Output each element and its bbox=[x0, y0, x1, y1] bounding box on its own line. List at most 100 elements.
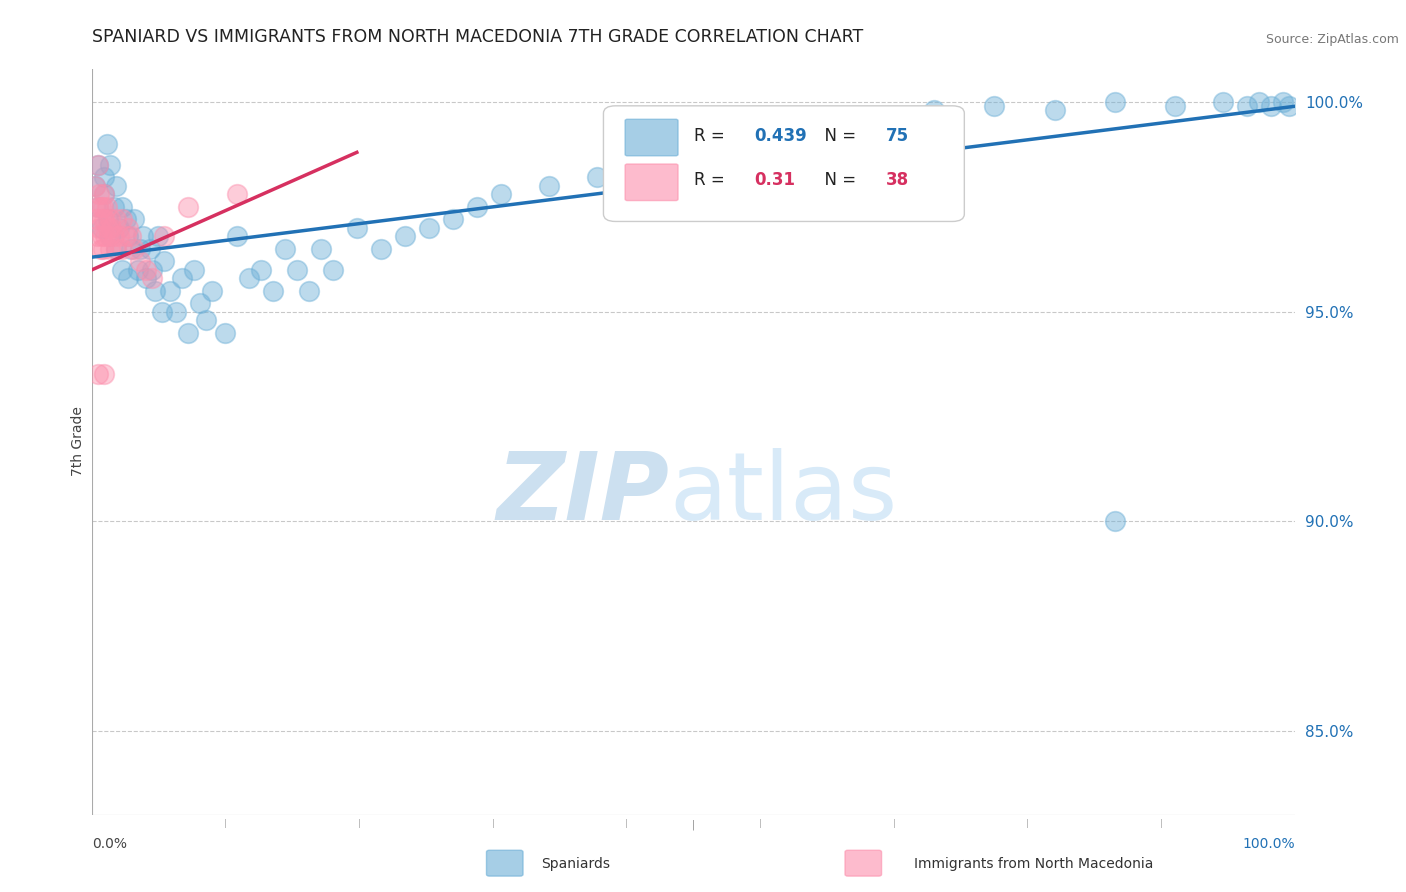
Point bbox=[107, 229, 129, 244]
Point bbox=[107, 220, 129, 235]
Point bbox=[89, 187, 111, 202]
Point bbox=[1104, 95, 1126, 109]
Point bbox=[84, 212, 107, 227]
Point bbox=[87, 200, 110, 214]
Point bbox=[489, 187, 512, 202]
Point bbox=[346, 220, 368, 235]
Text: ZIP: ZIP bbox=[496, 448, 669, 540]
Point bbox=[87, 200, 110, 214]
Point bbox=[97, 212, 120, 227]
Point bbox=[129, 254, 152, 268]
Point bbox=[370, 242, 392, 256]
Point bbox=[87, 158, 110, 172]
Point bbox=[1260, 99, 1282, 113]
Point bbox=[1278, 99, 1301, 113]
Point bbox=[177, 326, 200, 340]
Point bbox=[1247, 95, 1270, 109]
Point bbox=[83, 178, 105, 193]
Point bbox=[124, 242, 146, 256]
Point bbox=[90, 229, 112, 244]
Text: 0.31: 0.31 bbox=[754, 171, 794, 189]
Point bbox=[183, 262, 205, 277]
Point bbox=[165, 304, 187, 318]
Point bbox=[309, 242, 332, 256]
Text: 38: 38 bbox=[886, 171, 910, 189]
Point bbox=[124, 212, 146, 227]
Text: R =: R = bbox=[693, 171, 730, 189]
Point bbox=[90, 242, 112, 256]
Point bbox=[135, 262, 157, 277]
Point bbox=[141, 271, 163, 285]
Point bbox=[1236, 99, 1258, 113]
Point bbox=[93, 187, 115, 202]
Point bbox=[135, 271, 157, 285]
Point bbox=[120, 229, 142, 244]
Point bbox=[863, 116, 886, 130]
Point bbox=[105, 242, 128, 256]
Point bbox=[89, 220, 111, 235]
Text: |: | bbox=[359, 819, 361, 828]
Text: SPANIARD VS IMMIGRANTS FROM NORTH MACEDONIA 7TH GRADE CORRELATION CHART: SPANIARD VS IMMIGRANTS FROM NORTH MACEDO… bbox=[93, 29, 863, 46]
Point bbox=[148, 229, 170, 244]
Point bbox=[117, 229, 139, 244]
Point bbox=[105, 242, 128, 256]
Point bbox=[285, 262, 308, 277]
Point bbox=[201, 284, 224, 298]
Text: Spaniards: Spaniards bbox=[541, 856, 610, 871]
FancyBboxPatch shape bbox=[626, 120, 678, 156]
Point bbox=[742, 136, 765, 151]
Point bbox=[143, 284, 166, 298]
Point bbox=[111, 242, 134, 256]
Text: 75: 75 bbox=[886, 127, 910, 145]
Text: |: | bbox=[492, 819, 495, 828]
Point bbox=[141, 262, 163, 277]
Point bbox=[159, 284, 181, 298]
Point bbox=[83, 178, 105, 193]
Point bbox=[153, 229, 176, 244]
Point bbox=[153, 254, 176, 268]
Point bbox=[586, 170, 609, 185]
Point bbox=[90, 220, 112, 235]
Text: Source: ZipAtlas.com: Source: ZipAtlas.com bbox=[1265, 33, 1399, 46]
Point bbox=[90, 212, 112, 227]
Point bbox=[238, 271, 260, 285]
Point bbox=[225, 187, 247, 202]
Point bbox=[98, 212, 121, 227]
Point bbox=[538, 178, 561, 193]
Point bbox=[225, 229, 247, 244]
Point bbox=[394, 229, 416, 244]
Point bbox=[803, 128, 825, 143]
Point bbox=[91, 200, 114, 214]
Point bbox=[94, 229, 117, 244]
Point bbox=[983, 99, 1005, 113]
Point bbox=[111, 262, 134, 277]
Point bbox=[96, 136, 118, 151]
Point bbox=[98, 229, 121, 244]
Point bbox=[111, 212, 134, 227]
Point bbox=[273, 242, 295, 256]
Point bbox=[190, 296, 212, 310]
Point bbox=[418, 220, 440, 235]
Text: Immigrants from North Macedonia: Immigrants from North Macedonia bbox=[914, 856, 1153, 871]
Point bbox=[262, 284, 284, 298]
Text: |: | bbox=[759, 819, 762, 828]
Point bbox=[682, 145, 704, 160]
Point bbox=[129, 242, 152, 256]
Point bbox=[98, 242, 121, 256]
Point bbox=[1043, 103, 1066, 118]
Point bbox=[1212, 95, 1234, 109]
Text: |: | bbox=[626, 819, 628, 828]
Point bbox=[100, 220, 122, 235]
Text: 0.0%: 0.0% bbox=[93, 837, 127, 851]
Point bbox=[91, 242, 114, 256]
Point bbox=[96, 200, 118, 214]
Point bbox=[87, 368, 110, 382]
Text: |: | bbox=[1026, 819, 1029, 828]
Text: atlas: atlas bbox=[669, 448, 898, 540]
Point bbox=[105, 178, 128, 193]
Point bbox=[922, 103, 945, 118]
Point bbox=[120, 242, 142, 256]
Point bbox=[117, 220, 139, 235]
Point bbox=[1104, 514, 1126, 528]
Point bbox=[86, 229, 108, 244]
